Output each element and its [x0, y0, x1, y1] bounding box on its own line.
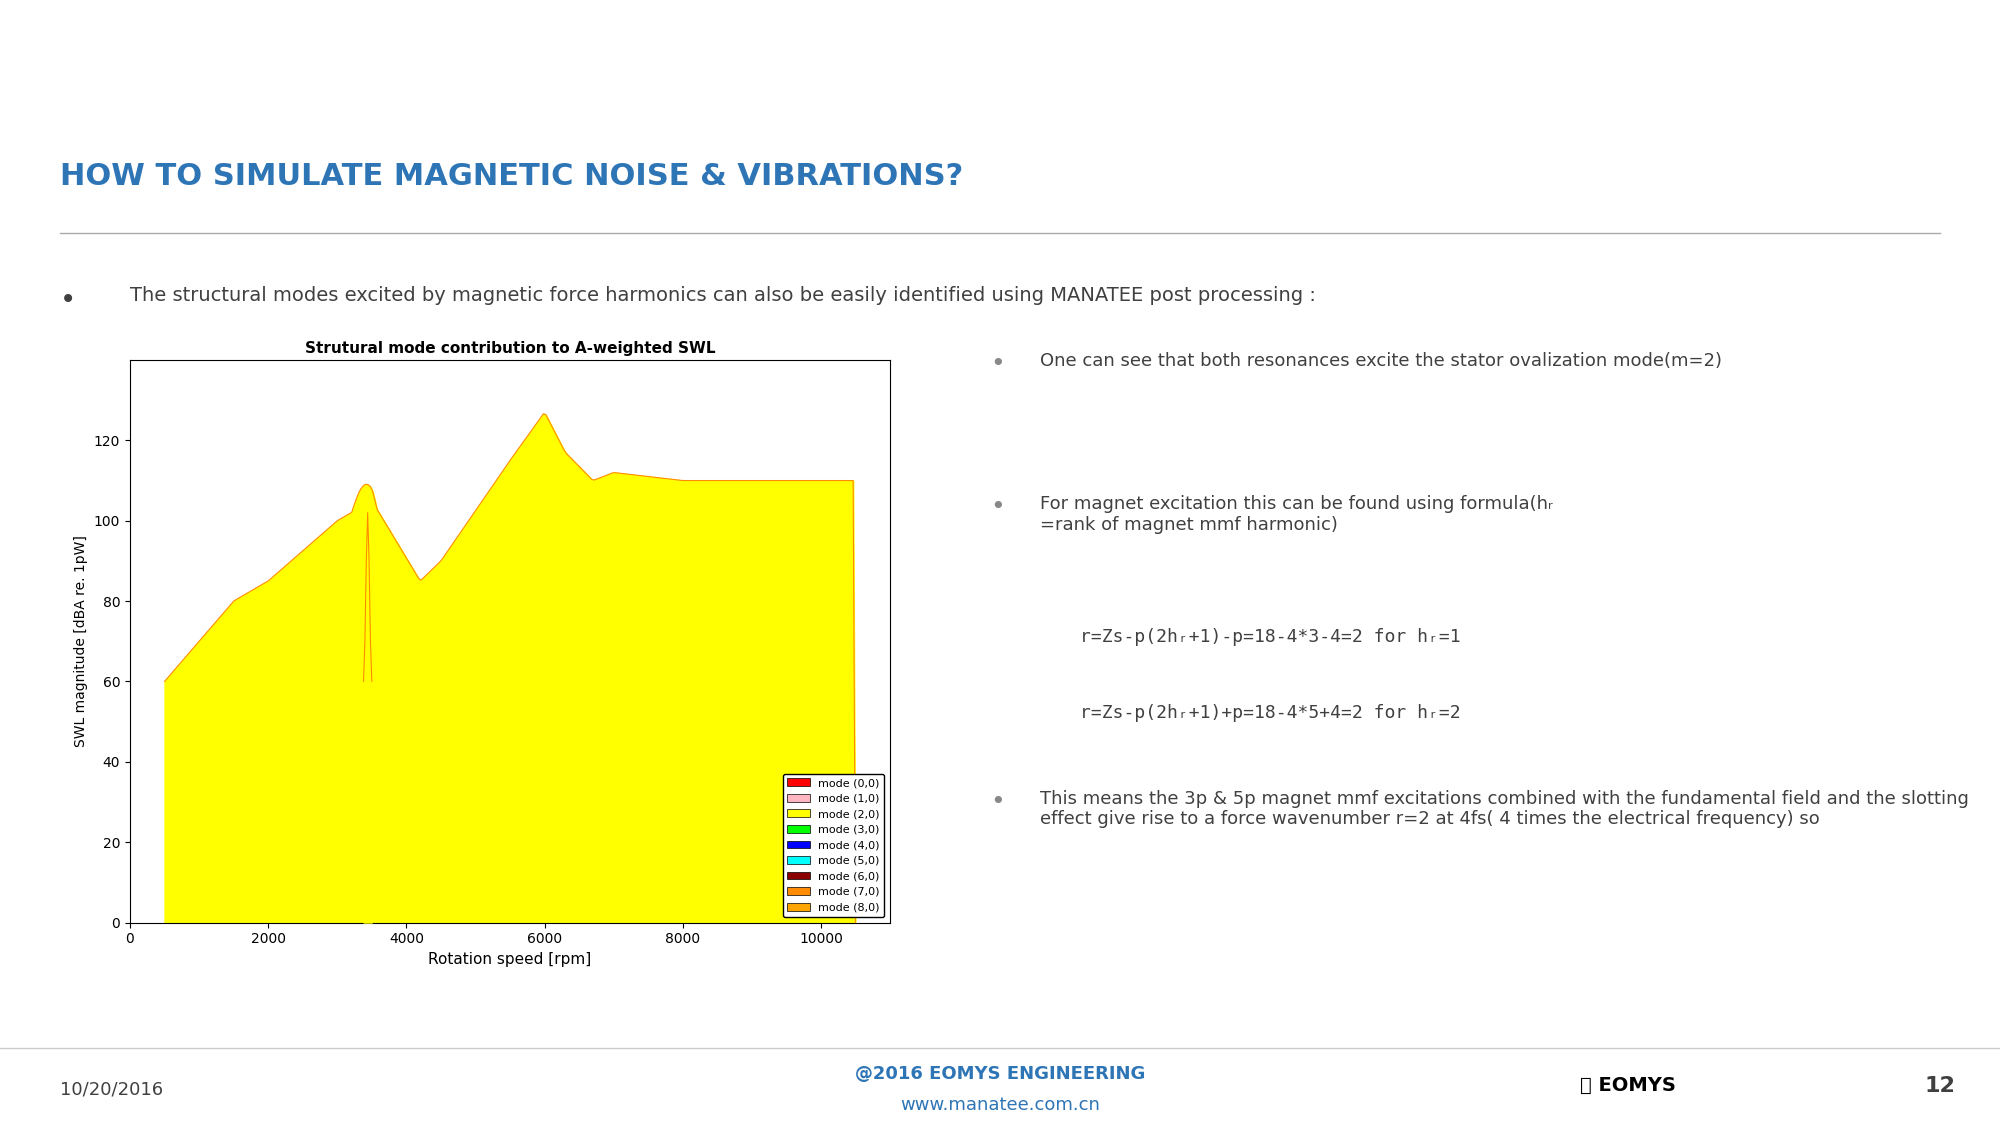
Y-axis label: SWL magnitude [dBA re. 1pW]: SWL magnitude [dBA re. 1pW]	[74, 536, 88, 747]
Text: •: •	[990, 704, 1004, 728]
Text: •: •	[990, 790, 1004, 813]
Text: One can see that both resonances excite the stator ovalization mode(m=2): One can see that both resonances excite …	[1040, 352, 1722, 370]
Title: Strutural mode contribution to A-weighted SWL: Strutural mode contribution to A-weighte…	[304, 341, 716, 356]
X-axis label: Rotation speed [rpm]: Rotation speed [rpm]	[428, 952, 592, 966]
Text: 12: 12	[1924, 1076, 1956, 1096]
Text: This means the 3p & 5p magnet mmf excitations combined with the fundamental fiel: This means the 3p & 5p magnet mmf excita…	[1040, 790, 1968, 828]
Text: •: •	[990, 495, 1004, 519]
Text: •: •	[990, 352, 1004, 376]
Text: •: •	[990, 628, 1004, 652]
Text: 10/20/2016: 10/20/2016	[60, 1080, 164, 1098]
Text: 🐯 EOMYS: 🐯 EOMYS	[1580, 1077, 1676, 1095]
Text: r=Zs-p(2hᵣ+1)+p=18-4*5+4=2 for hᵣ=2: r=Zs-p(2hᵣ+1)+p=18-4*5+4=2 for hᵣ=2	[1080, 704, 1460, 722]
Legend: mode (0,0), mode (1,0), mode (2,0), mode (3,0), mode (4,0), mode (5,0), mode (6,: mode (0,0), mode (1,0), mode (2,0), mode…	[782, 774, 884, 917]
Text: @2016 EOMYS ENGINEERING: @2016 EOMYS ENGINEERING	[854, 1064, 1146, 1082]
Text: For magnet excitation this can be found using formula(hᵣ
=rank of magnet mmf har: For magnet excitation this can be found …	[1040, 495, 1552, 533]
Text: The structural modes excited by magnetic force harmonics can also be easily iden: The structural modes excited by magnetic…	[130, 286, 1316, 305]
Text: •: •	[60, 286, 76, 314]
Text: www.manatee.com.cn: www.manatee.com.cn	[900, 1096, 1100, 1114]
Text: HOW TO SIMULATE MAGNETIC NOISE & VIBRATIONS?: HOW TO SIMULATE MAGNETIC NOISE & VIBRATI…	[60, 162, 964, 191]
Text: r=Zs-p(2hᵣ+1)-p=18-4*3-4=2 for hᵣ=1: r=Zs-p(2hᵣ+1)-p=18-4*3-4=2 for hᵣ=1	[1080, 628, 1460, 646]
